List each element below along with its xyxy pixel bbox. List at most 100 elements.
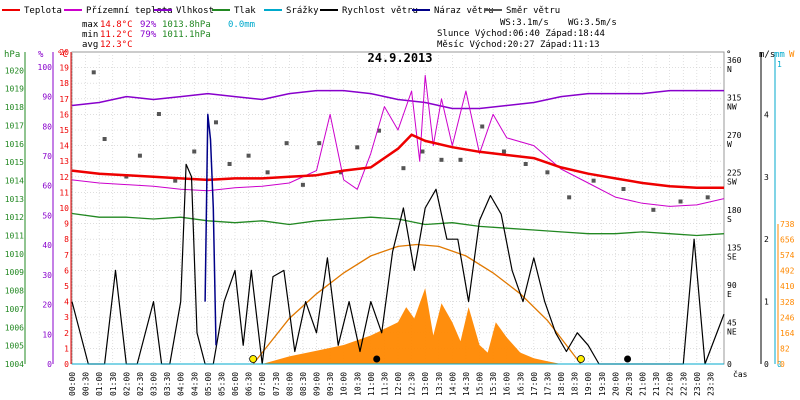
wind-direction-point	[401, 166, 406, 171]
y-tick-wind: 4	[764, 110, 769, 119]
legend-label: Směr větru	[506, 6, 560, 16]
x-tick-label: 18:00	[557, 372, 566, 396]
y-tick-solar: 328	[780, 298, 795, 307]
stat-avg-label: avg	[82, 40, 98, 50]
wind-direction-point	[355, 145, 360, 150]
wind-direction-point	[480, 124, 485, 129]
wind-direction-point	[678, 199, 683, 204]
x-tick-label: 20:00	[611, 372, 620, 396]
axis-unit-rain: mm	[774, 50, 785, 60]
wind-direction-point	[458, 157, 463, 162]
x-tick-label: 21:30	[652, 372, 661, 396]
x-tick-label: 02:30	[136, 372, 145, 396]
y-tick-humidity: 70	[42, 152, 52, 161]
wind-direction-point	[376, 128, 381, 133]
x-tick-label: 10:00	[340, 372, 349, 396]
y-tick-pressure: 1018	[5, 103, 24, 112]
solar-radiation-area	[262, 288, 561, 364]
y-tick-pressure: 1015	[5, 158, 24, 167]
legend: Teplota Přízemní teplota Vlhkost Tlak Srážky…	[2, 6, 560, 16]
pressure-line	[71, 212, 725, 237]
axis-unit-wind: m/s	[759, 50, 775, 60]
x-tick-label: 05:30	[217, 372, 226, 396]
y-tick-pressure: 1019	[5, 85, 24, 94]
stat-max-rain: 0.0mm	[228, 20, 255, 30]
wind-direction-point	[439, 157, 444, 162]
axis-unit-temperature: °C	[57, 50, 68, 60]
y-tick-solar: 738	[780, 220, 795, 229]
x-tick-label: 13:00	[421, 372, 430, 396]
y-tick-pressure: 1017	[5, 121, 24, 130]
y-tick-pressure: 1008	[5, 287, 24, 296]
y-tick-direction-name: SE	[727, 253, 737, 262]
y-tick-humidity: 90	[42, 93, 52, 102]
y-tick-temperature: 9	[64, 220, 69, 229]
y-tick-humidity: 10	[42, 330, 52, 339]
y-tick-pressure: 1007	[5, 305, 24, 314]
y-tick-direction-name: SW	[727, 178, 737, 187]
y-tick-pressure: 1006	[5, 323, 24, 332]
y-tick-temperature: 10	[59, 204, 69, 213]
x-tick-label: 23:30	[706, 372, 715, 396]
wind-direction-point	[567, 195, 572, 200]
stat-min-label: min	[82, 30, 98, 40]
y-tick-pressure: 1005	[5, 342, 24, 351]
y-tick-temperature: 1	[64, 344, 69, 353]
wind-direction-point	[523, 162, 528, 166]
x-tick-label: 04:30	[190, 372, 199, 396]
y-tick-direction: 225	[727, 169, 742, 178]
stat-avg-temp: 12.3°C	[100, 40, 133, 50]
x-tick-label: 01:30	[109, 372, 118, 396]
legend-label: Rychlost větru	[342, 6, 418, 16]
wind-speed-line	[71, 163, 725, 365]
y-tick-rain: 0	[777, 360, 782, 369]
ground-temperature-line	[71, 74, 725, 207]
x-tick-label: 19:00	[584, 372, 593, 396]
y-tick-temperature: 4	[64, 298, 69, 307]
y-tick-humidity: 30	[42, 271, 52, 280]
x-tick-label: 00:30	[82, 372, 91, 396]
x-tick-label: 00:00	[68, 372, 77, 396]
legend-label: Vlhkost	[176, 6, 214, 16]
x-tick-label: 06:00	[231, 372, 240, 396]
y-tick-direction: 0	[727, 360, 732, 369]
x-tick-label: 20:30	[625, 372, 634, 396]
stat-max-temp: 14.8°C	[100, 20, 133, 30]
wind-direction-point	[173, 178, 178, 183]
wind-direction-point	[420, 149, 425, 154]
x-tick-label: 04:00	[177, 372, 186, 396]
y-tick-pressure: 1020	[5, 66, 24, 75]
y-tick-humidity: 80	[42, 122, 52, 131]
wind-direction-point	[192, 149, 197, 154]
y-tick-pressure: 1014	[5, 176, 24, 185]
y-tick-pressure: 1009	[5, 268, 24, 277]
y-tick-humidity: 40	[42, 241, 52, 250]
wind-direction-point	[338, 170, 343, 175]
moon-marker	[624, 355, 632, 363]
x-tick-label: 16:30	[516, 372, 525, 396]
x-tick-label: 15:00	[476, 372, 485, 396]
y-tick-solar: 0	[780, 360, 785, 369]
y-tick-solar: 246	[780, 313, 795, 322]
legend-item: Rychlost větru	[320, 6, 418, 16]
y-tick-temperature: 5	[64, 282, 69, 291]
wind-direction-point	[545, 170, 550, 175]
y-tick-direction: 360	[727, 56, 742, 65]
y-tick-direction-name: NW	[727, 103, 737, 112]
wind-direction-point	[591, 178, 596, 183]
y-tick-direction-name: N	[727, 65, 732, 74]
chart-title: 24.9.2013	[367, 51, 432, 65]
y-tick-pressure: 1010	[5, 250, 24, 259]
x-tick-label: 08:30	[299, 372, 308, 396]
y-tick-humidity: 100	[38, 63, 53, 72]
y-tick-temperature: 12	[59, 173, 69, 182]
wind-direction-point	[317, 141, 322, 146]
y-tick-direction: 45	[727, 319, 737, 328]
y-tick-temperature: 7	[64, 251, 69, 260]
legend-label: Tlak	[234, 6, 256, 16]
y-tick-pressure: 1013	[5, 195, 24, 204]
y-tick-humidity: 20	[42, 301, 52, 310]
y-tick-temperature: 17	[59, 95, 69, 104]
y-tick-direction: 315	[727, 94, 742, 103]
